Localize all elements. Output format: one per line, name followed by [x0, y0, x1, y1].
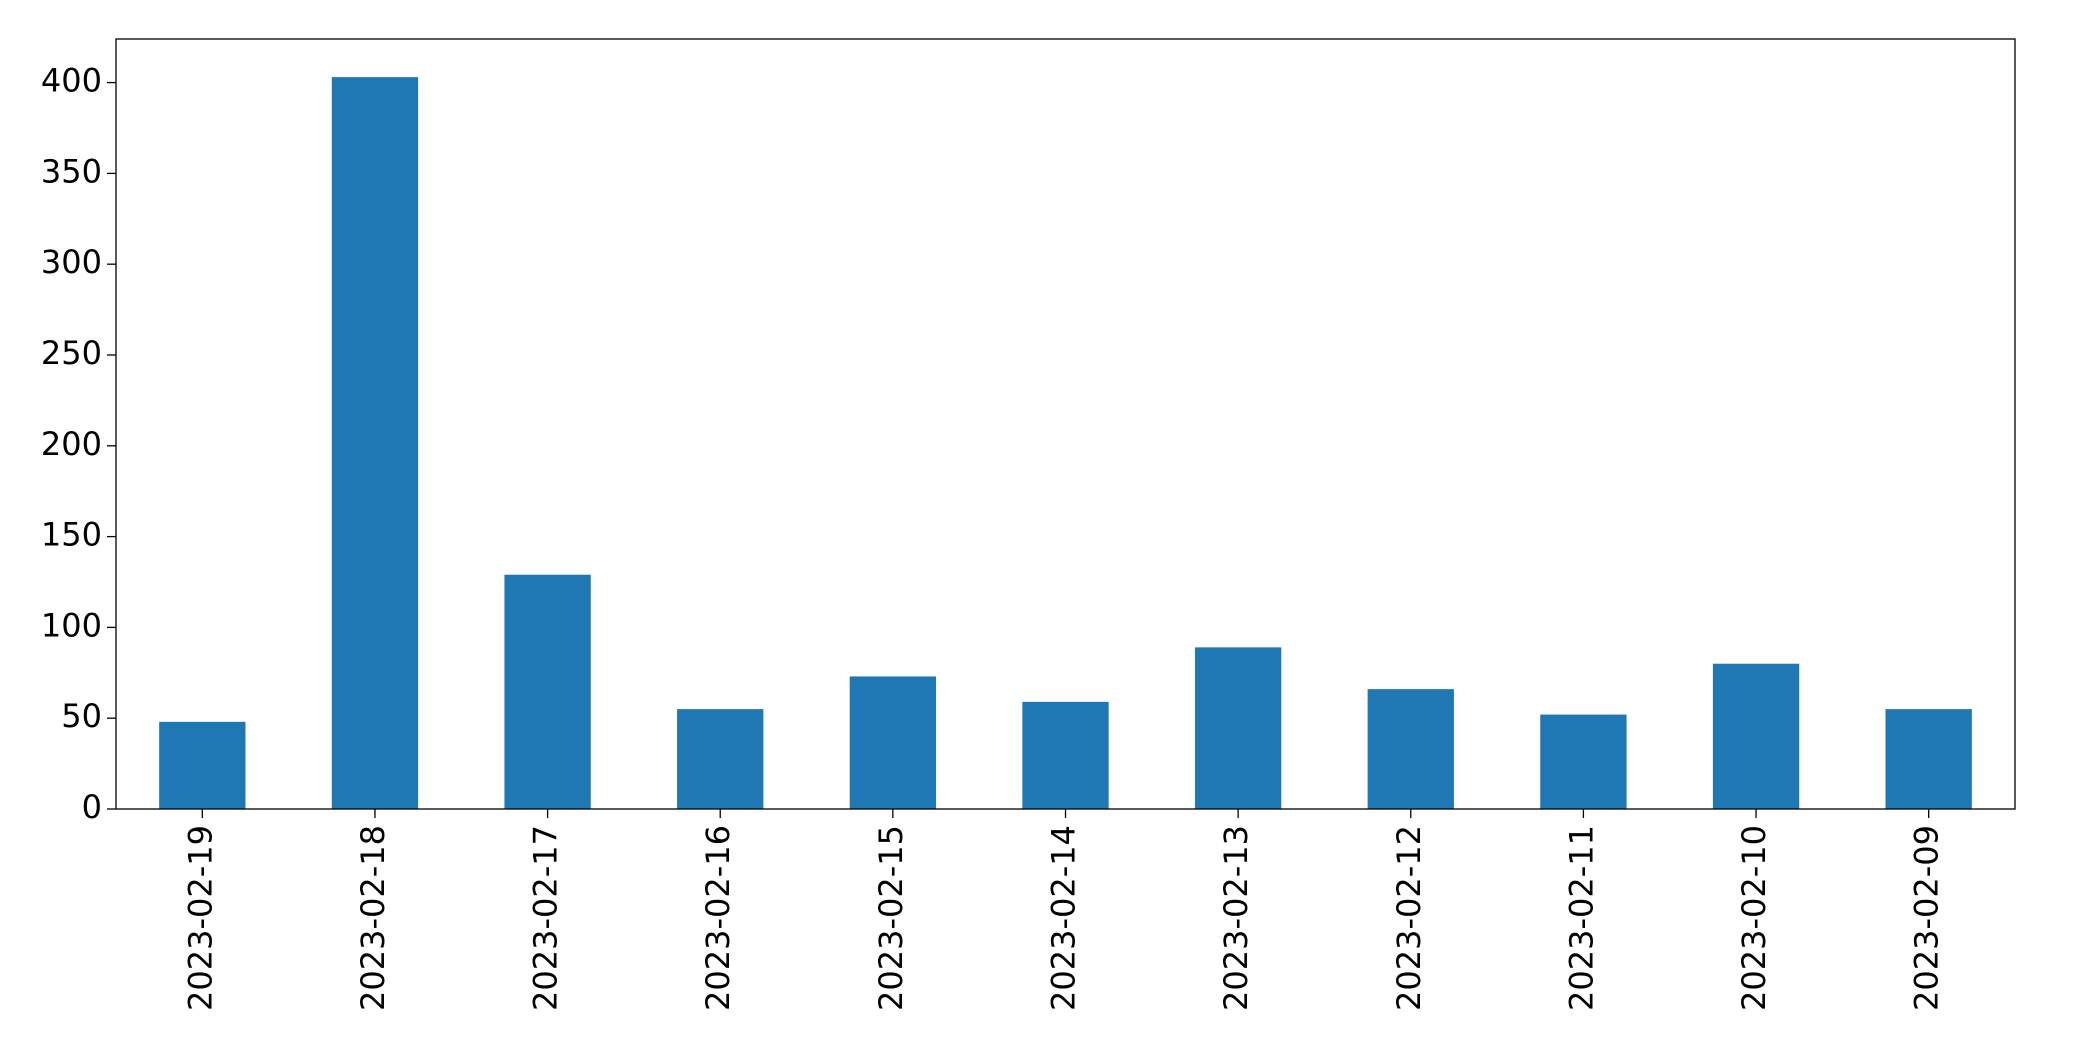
- y-tick-label: 300: [41, 243, 102, 281]
- y-tick-label: 200: [41, 425, 102, 463]
- bar: [1712, 663, 1800, 809]
- y-tick-label: 150: [41, 516, 102, 554]
- x-tick-label: 2023-02-13: [1217, 825, 1255, 1011]
- bar: [1022, 701, 1109, 809]
- x-tick-label: 2023-02-15: [872, 825, 910, 1011]
- bar: [159, 721, 246, 809]
- y-tick-label: 0: [82, 788, 102, 826]
- bar: [1194, 647, 1282, 809]
- x-tick-label: 2023-02-14: [1045, 825, 1083, 1011]
- bar: [849, 676, 937, 809]
- x-tick-label: 2023-02-10: [1735, 825, 1773, 1011]
- x-tick-label: 2023-02-17: [527, 825, 565, 1011]
- plot-frame: [115, 38, 2016, 810]
- bar: [677, 709, 764, 809]
- y-tick-label: 250: [41, 334, 102, 372]
- x-tick-label: 2023-02-11: [1562, 825, 1600, 1011]
- bar: [1367, 689, 1454, 809]
- y-tick-label: 400: [41, 62, 102, 100]
- x-tick-label: 2023-02-18: [354, 825, 392, 1011]
- x-tick-label: 2023-02-19: [181, 825, 219, 1011]
- x-tick-label: 2023-02-16: [699, 825, 737, 1011]
- bar: [504, 574, 591, 809]
- x-tick-label: 2023-02-12: [1390, 825, 1428, 1011]
- x-tick-label: 2023-02-09: [1908, 825, 1946, 1011]
- y-tick-label: 50: [61, 697, 102, 735]
- bar: [1540, 714, 1627, 809]
- bar: [331, 77, 419, 810]
- y-tick-label: 100: [41, 606, 102, 644]
- bar: [1885, 709, 1972, 809]
- y-tick-label: 350: [41, 152, 102, 190]
